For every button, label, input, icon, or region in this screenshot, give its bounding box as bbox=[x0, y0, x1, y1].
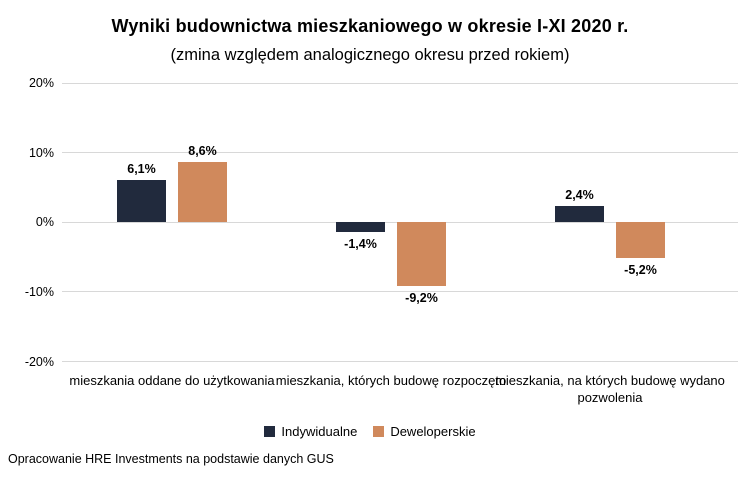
category-label: mieszkania, na których budowę wydano poz… bbox=[495, 373, 725, 405]
chart-title: Wyniki budownictwa mieszkaniowego w okre… bbox=[111, 16, 629, 36]
category-label: mieszkania oddane do użytkowania bbox=[69, 373, 275, 388]
bar-indywidualne bbox=[117, 179, 166, 223]
gridline bbox=[62, 82, 738, 84]
legend-swatch-deweloperskie bbox=[373, 426, 385, 437]
source-note: Opracowanie HRE Investments na podstawie… bbox=[8, 452, 334, 466]
legend: Indywidualne Deweloperskie bbox=[0, 424, 740, 439]
bar-value-label: -1,4% bbox=[344, 236, 377, 251]
bar-indywidualne bbox=[336, 222, 385, 232]
legend-label-indywidualne: Indywidualne bbox=[281, 424, 358, 439]
y-axis-tick-label: -10% bbox=[24, 284, 54, 299]
y-axis-tick-label: 0% bbox=[35, 215, 54, 230]
gridline bbox=[62, 291, 738, 293]
bar-value-label: -9,2% bbox=[405, 291, 438, 306]
legend-item-indywidualne: Indywidualne bbox=[264, 424, 357, 439]
bar-value-label: -5,2% bbox=[624, 263, 657, 278]
y-axis-tick-label: -20% bbox=[24, 354, 54, 369]
bar-value-label: 6,1% bbox=[127, 161, 156, 176]
bar-deweloperskie bbox=[616, 222, 665, 259]
gridline bbox=[62, 152, 738, 154]
bar-deweloperskie bbox=[397, 222, 446, 287]
gridline bbox=[62, 361, 738, 362]
legend-item-deweloperskie: Deweloperskie bbox=[373, 424, 476, 439]
legend-swatch-indywidualne bbox=[264, 426, 276, 437]
legend-label-deweloperskie: Deweloperskie bbox=[390, 424, 476, 439]
bar-deweloperskie bbox=[178, 162, 227, 223]
bar-value-label: 8,6% bbox=[188, 144, 217, 159]
bar-indywidualne bbox=[555, 205, 604, 223]
y-axis-tick-label: 10% bbox=[28, 145, 54, 160]
category-label: mieszkania, których budowę rozpoczęto bbox=[275, 373, 507, 388]
chart-subtitle: (zmina względem analogicznego okresu prz… bbox=[170, 46, 570, 64]
y-axis-tick-label: 20% bbox=[28, 76, 54, 90]
bar-value-label: 2,4% bbox=[565, 187, 594, 202]
